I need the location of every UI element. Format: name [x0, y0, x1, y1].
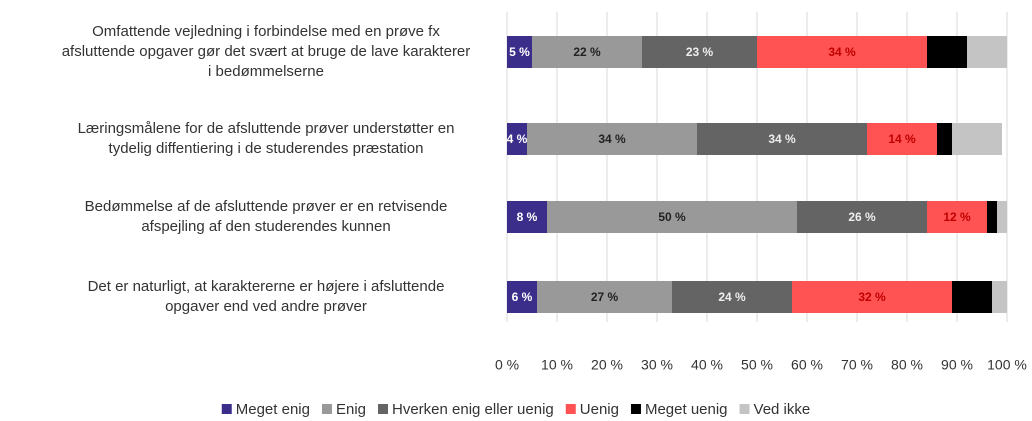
category-label: Bedømmelse af de afsluttende prøver er e…	[84, 198, 448, 235]
value-label: 8 %	[517, 210, 538, 224]
x-tick-label: 30 %	[641, 357, 673, 373]
bar-segment	[547, 201, 797, 233]
bar-segment	[952, 281, 992, 313]
value-label: 23 %	[686, 45, 714, 59]
x-tick-label: 20 %	[591, 357, 623, 373]
x-tick-label: 80 %	[891, 357, 923, 373]
legend-swatch	[565, 404, 576, 414]
legend-label: Enig	[336, 401, 366, 418]
category-label: Det er naturligt, at karaktererne er høj…	[87, 278, 445, 315]
value-label: 34 %	[828, 45, 856, 59]
value-label: 27 %	[591, 290, 619, 304]
value-label: 34 %	[598, 132, 626, 146]
value-label: 24 %	[718, 290, 746, 304]
x-tick-label: 0 %	[495, 357, 519, 373]
value-label: 5 %	[509, 45, 530, 59]
bar-segment	[507, 281, 537, 313]
value-label: 22 %	[573, 45, 601, 59]
value-label: 4 %	[507, 132, 528, 146]
value-label: 34 %	[768, 132, 796, 146]
x-tick-label: 10 %	[541, 357, 573, 373]
value-label: 14 %	[888, 132, 916, 146]
value-label: 6 %	[512, 290, 533, 304]
value-label: 26 %	[848, 210, 876, 224]
legend-swatch	[630, 404, 641, 414]
legend-label: Uenig	[580, 401, 619, 418]
x-tick-label: 50 %	[741, 357, 773, 373]
bar-segment	[937, 123, 952, 155]
value-label: 32 %	[858, 290, 886, 304]
bar-segment	[867, 123, 937, 155]
x-tick-label: 90 %	[941, 357, 973, 373]
legend-label: Hverken enig eller uenig	[392, 401, 554, 418]
bar-segment	[507, 36, 532, 68]
bar-segment	[507, 201, 547, 233]
legend-swatch	[739, 404, 750, 414]
bar-segment	[927, 201, 987, 233]
bar-segment	[672, 281, 792, 313]
bar-segment	[507, 123, 527, 155]
category-label: Omfattende vejledning i forbindelse med …	[61, 23, 471, 80]
x-tick-label: 40 %	[691, 357, 723, 373]
value-label: 50 %	[658, 210, 686, 224]
legend-swatch	[221, 404, 232, 414]
value-label: 12 %	[943, 210, 971, 224]
category-label: Læringsmålene for de afsluttende prøver …	[77, 120, 455, 157]
legend-swatch	[378, 404, 388, 414]
bar-segment	[967, 36, 1007, 68]
x-tick-label: 70 %	[841, 357, 873, 373]
legend-label: Meget enig	[236, 401, 310, 418]
legend-label: Meget uenig	[645, 401, 728, 418]
bar-segment	[952, 123, 1002, 155]
bar-segment	[792, 281, 952, 313]
bar-segment	[987, 201, 997, 233]
bar-segment	[537, 281, 672, 313]
bar-segment	[642, 36, 757, 68]
bar-segment	[997, 201, 1007, 233]
bar-segment	[992, 281, 1007, 313]
bar-segment	[757, 36, 927, 68]
x-tick-label: 100 %	[987, 357, 1027, 373]
bar-segment	[697, 123, 867, 155]
x-tick-label: 60 %	[791, 357, 823, 373]
bar-segment	[797, 201, 927, 233]
legend-label: Ved ikke	[754, 401, 811, 418]
bar-segment	[927, 36, 967, 68]
bar-segment	[527, 123, 697, 155]
bar-segment	[532, 36, 642, 68]
legend-swatch	[321, 404, 332, 414]
